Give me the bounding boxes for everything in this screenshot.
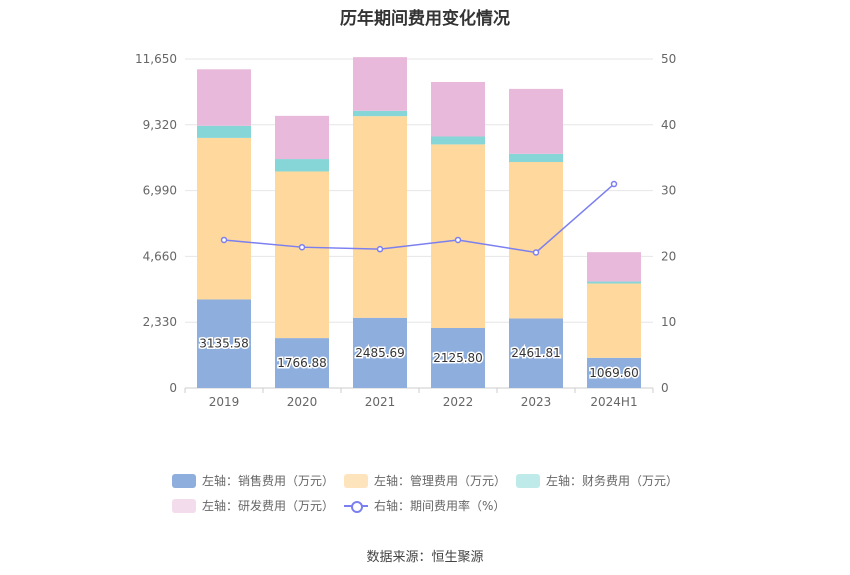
left-axis-tick-label: 0 [169,381,177,395]
bar-segment-series-3 [353,57,407,111]
expense-rate-point [532,249,540,256]
bar-segment-series-1 [509,162,563,319]
data-label: 1766.88 [277,356,327,370]
right-axis-tick-label: 30 [661,184,676,198]
x-axis-tick-label: 2023 [521,395,552,409]
bar-segment-series-2 [587,281,641,284]
legend-label-admin: 左轴：管理费用（万元） [374,474,507,488]
bar-segment-series-0 [353,317,407,388]
bar-segment-series-1 [587,283,641,358]
data-label: 1069.60 [589,366,639,380]
data-label: 2461.81 [511,346,561,360]
bar-segment-series-0 [431,327,485,388]
legend-swatch-admin [344,473,368,488]
legend-label-finance: 左轴：财务费用（万元） [546,474,679,488]
x-axis-tick-label: 2024H1 [590,395,637,409]
chart-title: 历年期间费用变化情况 [340,9,510,29]
left-axis-tick-label: 6,990 [143,184,177,198]
legend-swatch-rd [172,498,196,513]
bar-segment-series-2 [197,125,251,138]
legend-item-sales[interactable]: 左轴：销售费用（万元） [172,472,334,489]
expense-rate-line [223,183,615,254]
bar-segment-series-2 [353,110,407,117]
right-axis-tick-label: 40 [661,118,676,132]
bar-segment-series-1 [197,137,251,300]
x-axis-tick-label: 2019 [209,395,240,409]
expense-rate-point [220,236,228,244]
legend-item-finance[interactable]: 左轴：财务费用（万元） [516,472,678,489]
bar-segment-series-1 [431,144,485,328]
x-axis-tick-label: 2020 [287,395,318,409]
bar-segment-series-3 [587,252,641,282]
bar-segment-series-0 [587,357,641,388]
bar-segment-series-3 [275,115,329,160]
bar-segment-series-1 [275,171,329,339]
right-axis-tick-label: 50 [661,52,676,66]
legend-swatch-expense-rate [344,499,368,513]
expense-rate-point [610,180,618,188]
chart-canvas: 0 2,330 4,660 6,990 9,320 11,650 0 10 20 30 40 50 20… [135,52,676,409]
expense-rate-point [376,245,384,253]
right-axis-tick-label: 20 [661,249,676,263]
expense-rate-point [454,236,462,244]
data-source: 数据来源：恒生聚源 [366,550,484,565]
left-axis-tick-label: 2,330 [143,315,177,329]
left-axis-tick-label: 11,650 [135,52,177,66]
bar-segment-series-3 [197,69,251,126]
bar-segment-series-0 [509,318,563,388]
bar-segment-series-3 [431,81,485,137]
data-label: 2125.80 [433,351,483,365]
right-axis-tick-label: 0 [661,381,669,395]
data-label: 3135.58 [199,337,249,351]
legend-label-expense-rate: 右轴：期间费用率（%） [374,499,506,513]
bar-segment-series-2 [431,136,485,145]
legend-swatch-sales [172,473,196,488]
data-label: 2485.69 [355,346,405,360]
legend-label-sales: 左轴：销售费用（万元） [202,474,335,488]
left-axis-tick-label: 4,660 [143,249,177,263]
left-axis-tick-label: 9,320 [143,118,177,132]
expense-rate-point [298,243,306,251]
x-axis-tick-label: 2022 [443,395,474,409]
bar-segment-series-2 [275,159,329,172]
legend-label-rd: 左轴：研发费用（万元） [202,499,335,513]
x-axis-tick-label: 2021 [365,395,396,409]
bar-segment-series-0 [275,338,329,388]
legend-item-expense-rate[interactable]: 右轴：期间费用率（%） [344,497,505,514]
bar-segment-series-3 [509,88,563,154]
bar-segment-series-1 [353,116,407,318]
legend-item-rd[interactable]: 左轴：研发费用（万元） [172,497,334,514]
legend-item-admin[interactable]: 左轴：管理费用（万元） [344,472,506,489]
right-axis-tick-label: 10 [661,315,676,329]
bar-segment-series-0 [197,299,251,388]
legend-swatch-finance [516,473,540,488]
bar-segment-series-2 [509,153,563,163]
